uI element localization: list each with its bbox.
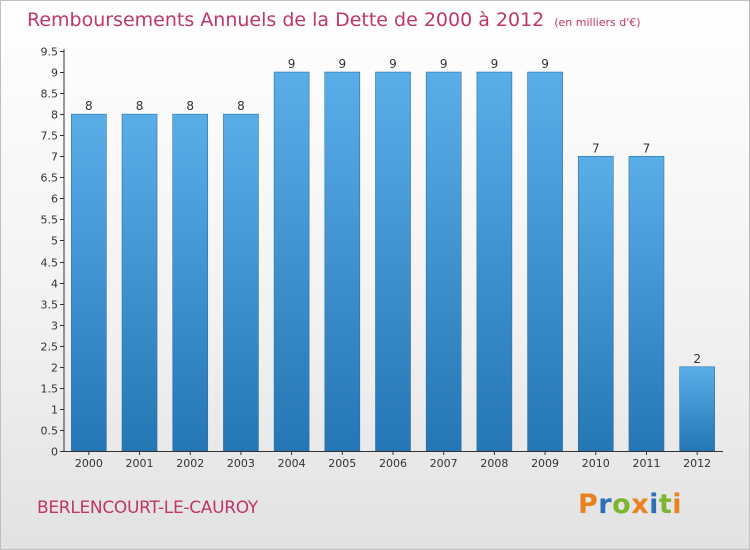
bar-2009 — [527, 71, 563, 452]
bar-2004 — [273, 71, 310, 452]
bar-2002 — [172, 113, 209, 452]
data-label-2003: 8 — [237, 99, 245, 113]
y-tick-label: 2 — [51, 362, 58, 375]
chart-title-block: Remboursements Annuels de la Dette de 20… — [27, 9, 641, 31]
data-label-2001: 8 — [136, 99, 144, 113]
x-tick-label-2008: 2008 — [480, 457, 508, 470]
y-tick-label: 1.5 — [41, 383, 59, 396]
logo-letter: x — [631, 489, 650, 520]
logo-letter: r — [598, 489, 613, 520]
bar-2010 — [577, 155, 614, 452]
x-tick-label-2011: 2011 — [632, 457, 660, 470]
y-tick-label: 3.5 — [41, 299, 59, 312]
logo-letter: i — [672, 489, 683, 520]
data-label-2010: 7 — [592, 141, 600, 155]
x-tick-label-2003: 2003 — [227, 457, 255, 470]
y-tick-label: 8 — [51, 109, 58, 122]
bar-2008 — [476, 71, 513, 452]
y-tick-label: 4 — [51, 278, 58, 291]
bar-2012 — [679, 366, 715, 452]
data-label-2006: 9 — [389, 57, 397, 71]
x-tick-label-2005: 2005 — [328, 457, 356, 470]
x-axis: 2000 2001 2002 2003 2004 2005 2006 2007 2008 2009… — [64, 451, 723, 470]
proxiti-logo: Proxiti — [578, 489, 682, 520]
data-label-2012: 2 — [693, 352, 701, 366]
logo-letter: i — [649, 489, 659, 520]
bar-2007 — [425, 71, 462, 452]
bars: 8 8 8 8 9 9 9 9 9 9 7 7 2 — [71, 57, 715, 452]
y-tick-label: 6.5 — [41, 172, 59, 185]
bar-2000 — [71, 113, 107, 452]
data-label-2009: 9 — [541, 57, 549, 71]
data-label-2011: 7 — [643, 141, 651, 155]
x-tick-label-2004: 2004 — [278, 457, 306, 470]
data-label-2005: 9 — [338, 57, 346, 71]
x-tick-label-2006: 2006 — [379, 457, 407, 470]
logo-letter: o — [612, 489, 632, 520]
data-label-2002: 8 — [186, 99, 194, 113]
chart-unit: (en milliers d'€) — [554, 16, 641, 29]
y-tick-label: 0 — [51, 446, 58, 459]
bar-2006 — [375, 71, 411, 452]
y-tick-label: 1 — [51, 404, 58, 417]
logo-letter: t — [658, 489, 673, 520]
bar-2001 — [121, 113, 158, 452]
location-name: BERLENCOURT-LE-CAUROY — [37, 498, 259, 518]
y-tick-label: 6 — [51, 193, 58, 206]
y-tick-label: 9 — [51, 67, 58, 80]
y-tick-label: 2.5 — [41, 341, 59, 354]
x-tick-label-2009: 2009 — [531, 457, 559, 470]
logo-letter: P — [578, 489, 599, 520]
y-tick-label: 9.5 — [41, 46, 59, 59]
y-tick-label: 7 — [51, 151, 58, 164]
y-tick-label: 5 — [51, 235, 58, 248]
data-label-2008: 9 — [491, 57, 499, 71]
bar-2003 — [223, 113, 259, 452]
y-tick-label: 5.5 — [41, 214, 59, 227]
data-label-2004: 9 — [288, 57, 296, 71]
bar-2011 — [628, 155, 665, 452]
chart-title: Remboursements Annuels de la Dette de 20… — [27, 9, 545, 31]
data-label-2007: 9 — [440, 57, 448, 71]
y-tick-label: 8.5 — [41, 88, 59, 101]
x-tick-label-2007: 2007 — [430, 457, 458, 470]
x-tick-label-2002: 2002 — [176, 457, 204, 470]
x-tick-label-2000: 2000 — [75, 457, 103, 470]
y-tick-label: 0.5 — [41, 425, 59, 438]
x-tick-label-2012: 2012 — [683, 457, 711, 470]
data-label-2000: 8 — [85, 99, 93, 113]
x-tick-label-2001: 2001 — [126, 457, 154, 470]
bar-2005 — [324, 71, 361, 452]
x-tick-label-2010: 2010 — [582, 457, 610, 470]
y-axis: 0 0.5 1 1.5 2 2.5 3 3.5 4 4.5 5 5.5 6 6.5 7 7.5 8 8.5 9 9.5 — [41, 46, 65, 459]
y-tick-label: 4.5 — [41, 257, 59, 270]
y-tick-label: 3 — [51, 320, 58, 333]
y-tick-label: 7.5 — [41, 130, 59, 143]
